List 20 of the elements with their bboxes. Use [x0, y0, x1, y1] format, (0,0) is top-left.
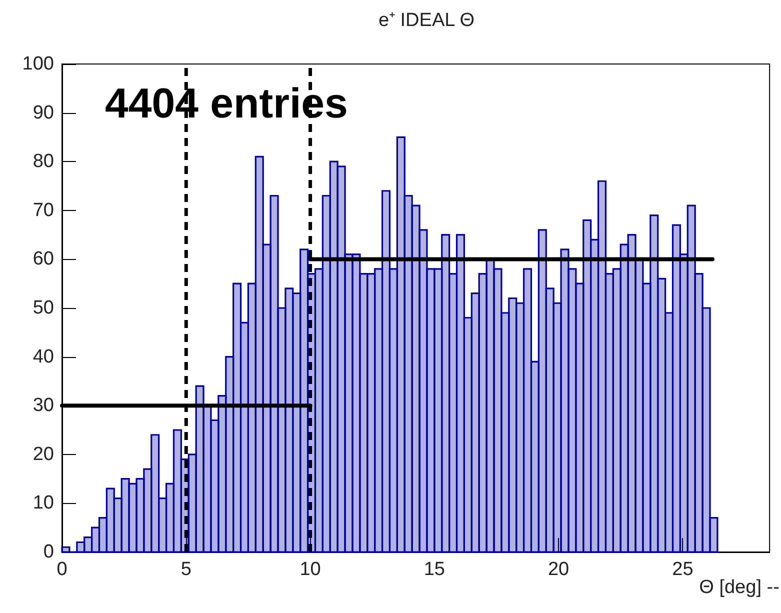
- x-axis-title: Θ [deg] --: [699, 577, 780, 598]
- x-tick-label: 0: [56, 559, 68, 580]
- y-tick-label: 60: [32, 248, 54, 270]
- y-tick-label: 90: [32, 102, 54, 124]
- y-tick-label: 40: [32, 346, 54, 368]
- y-tick-label: 0: [43, 542, 54, 562]
- annotation: 4404 entries: [105, 80, 348, 126]
- y-tick-label: 10: [32, 492, 54, 514]
- x-tick-label: 25: [672, 559, 694, 580]
- y-tick-label: 30: [32, 395, 54, 416]
- y-tick-label: 70: [32, 200, 54, 221]
- chart-title: e⁺ IDEAL Θ: [378, 10, 475, 31]
- x-tick-label: 5: [180, 559, 192, 580]
- y-tick-label: 80: [32, 151, 54, 172]
- y-tick-label: 50: [32, 298, 54, 318]
- y-tick-label: 20: [32, 444, 54, 465]
- y-tick-label: 100: [22, 54, 54, 74]
- x-tick-label: 15: [424, 559, 445, 580]
- x-tick-label: 10: [300, 559, 321, 580]
- x-tick-label: 20: [548, 559, 570, 580]
